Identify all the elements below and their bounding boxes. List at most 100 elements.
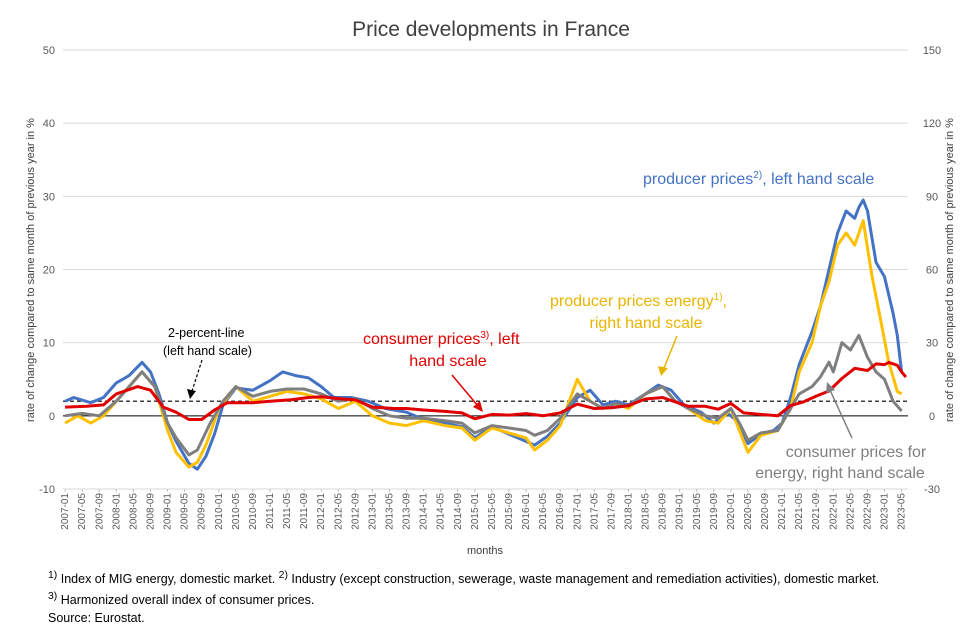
x-tick-label: 2007-01 — [60, 493, 71, 530]
right-tick-label: 60 — [926, 265, 938, 277]
right-tick-label: 120 — [923, 118, 941, 130]
right-tick-label: 30 — [926, 338, 938, 350]
annotation-energy-arrow — [663, 335, 678, 369]
x-tick-label: 2019-01 — [675, 493, 686, 530]
left-tick-label: 10 — [43, 338, 55, 350]
x-tick-label: 2012-05 — [333, 493, 344, 530]
annotation-cpi-rest: , left — [489, 331, 520, 348]
gridlines — [63, 49, 908, 490]
chart-svg: Price developments in France -10 0 10 20 30 4… — [25, 18, 956, 557]
right-tick-label: 150 — [923, 45, 941, 57]
x-tick-label: 2009-01 — [163, 493, 174, 530]
right-axis-title: rate of change compared to same month of… — [944, 118, 956, 422]
annotation-cpi-sup: 3) — [480, 330, 489, 341]
left-axis-ticks: -10 0 10 20 30 40 50 — [39, 45, 55, 496]
footnote-2-marker: 2) — [278, 570, 288, 581]
left-tick-label: 20 — [43, 265, 55, 277]
x-tick-label: 2014-01 — [419, 493, 430, 530]
x-tick-label: 2011-01 — [265, 493, 276, 529]
series-line-energy — [64, 219, 903, 469]
x-tick-label: 2009-05 — [180, 493, 191, 530]
x-tick-label: 2020-05 — [743, 493, 754, 530]
annotation-energy-rest: , — [723, 293, 727, 310]
series-line-cpi — [65, 360, 908, 421]
right-tick-label: 90 — [926, 191, 938, 203]
x-tick-label: 2010-05 — [231, 493, 242, 530]
right-tick-label: -30 — [924, 484, 940, 496]
x-tick-label: 2018-05 — [641, 493, 652, 530]
x-tick-label: 2015-09 — [504, 493, 515, 530]
annotation-two-percent-line1: 2-percent-line — [168, 326, 244, 340]
annotation-cpi-energy-arrow — [829, 389, 853, 439]
series-layer — [64, 198, 908, 471]
x-tick-label: 2021-09 — [811, 493, 822, 530]
annotation-cpi-energy-line1: consumer prices for — [786, 444, 927, 461]
x-tick-label: 2021-01 — [777, 493, 788, 530]
annotation-producer-main: producer prices — [643, 171, 753, 188]
x-tick-label: 2013-05 — [384, 493, 395, 530]
annotation-cpi-line2: hand scale — [409, 353, 486, 370]
left-axis-title: rate of change compared to same month of… — [25, 118, 37, 422]
x-tick-label: 2016-01 — [521, 493, 532, 530]
footnote-1-marker: 1) — [48, 570, 58, 581]
left-tick-label: 0 — [49, 411, 55, 423]
annotation-producer-sup: 2) — [753, 170, 762, 181]
annotation-energy-line2: right hand scale — [590, 315, 703, 332]
x-tick-label: 2017-09 — [606, 493, 617, 530]
x-tick-label: 2014-09 — [453, 493, 464, 530]
x-tick-label: 2012-09 — [350, 493, 361, 530]
x-tick-label: 2015-01 — [470, 493, 481, 530]
x-tick-label: 2023-05 — [897, 493, 908, 530]
left-tick-label: 40 — [43, 118, 55, 130]
x-tick-label: 2008-09 — [145, 493, 156, 530]
x-tick-label: 2009-09 — [197, 493, 208, 530]
x-tick-label: 2008-05 — [128, 493, 139, 530]
footnote-2-text: Industry (except construction, sewerage,… — [287, 572, 880, 587]
x-tick-label: 2016-05 — [538, 493, 549, 530]
x-tick-label: 2019-05 — [692, 493, 703, 530]
x-tick-label: 2022-05 — [845, 493, 856, 530]
x-tick-label: 2022-01 — [828, 493, 839, 530]
x-tick-label: 2007-09 — [94, 493, 105, 530]
right-tick-label: 0 — [929, 411, 935, 423]
x-tick-label: 2019-09 — [709, 493, 720, 530]
annotation-two-percent-arrow — [191, 359, 203, 392]
x-tick-label: 2011-09 — [299, 493, 310, 529]
annotation-cpi-main: consumer prices — [363, 331, 480, 348]
footnote-3-marker: 3) — [48, 591, 58, 603]
right-axis-ticks: -30 0 30 60 90 120 150 — [923, 45, 941, 496]
annotation-two-percent-line2: (left hand scale) — [163, 344, 252, 358]
footnote-source: Source: Eurostat. — [48, 611, 145, 626]
x-tick-label: 2016-09 — [555, 493, 566, 530]
x-tick-label: 2010-09 — [248, 493, 259, 530]
left-tick-label: 50 — [43, 45, 55, 57]
annotation-two-percent-arrowhead — [187, 389, 196, 399]
series-line-cpi_energy — [64, 333, 903, 457]
x-tick-label: 2020-09 — [760, 493, 771, 530]
annotation-cpi-energy-line2: energy, right hand scale — [755, 465, 925, 482]
x-tick-label: 2013-09 — [402, 493, 413, 530]
x-tick-label: 2020-01 — [726, 493, 737, 530]
x-axis-title: months — [467, 545, 504, 557]
left-tick-label: 30 — [43, 191, 55, 203]
annotation-energy-line1: producer prices energy1), — [550, 292, 727, 310]
annotation-cpi-arrow — [451, 374, 479, 407]
x-tick-label: 2011-05 — [282, 493, 293, 529]
annotation-producer-rest: , left hand scale — [762, 171, 874, 188]
x-tick-label: 2008-01 — [111, 493, 122, 530]
annotation-energy-main: producer prices energy — [550, 293, 714, 310]
annotation-energy-arrowhead — [658, 366, 668, 376]
annotation-producer: producer prices2), left hand scale — [643, 170, 874, 188]
x-tick-label: 2007-05 — [77, 493, 88, 530]
x-tick-label: 2023-01 — [880, 493, 891, 530]
x-tick-label: 2014-05 — [436, 493, 447, 530]
chart-title: Price developments in France — [352, 18, 630, 41]
x-tick-label: 2012-01 — [316, 493, 327, 530]
x-tick-label: 2022-09 — [862, 493, 873, 530]
annotation-cpi-energy-arrowhead — [826, 382, 835, 393]
annotation-cpi-line1: consumer prices3), left — [363, 330, 520, 348]
x-tick-label: 2010-01 — [214, 493, 225, 530]
annotation-cpi-arrowhead — [473, 401, 483, 412]
x-tick-label: 2015-05 — [487, 493, 498, 530]
